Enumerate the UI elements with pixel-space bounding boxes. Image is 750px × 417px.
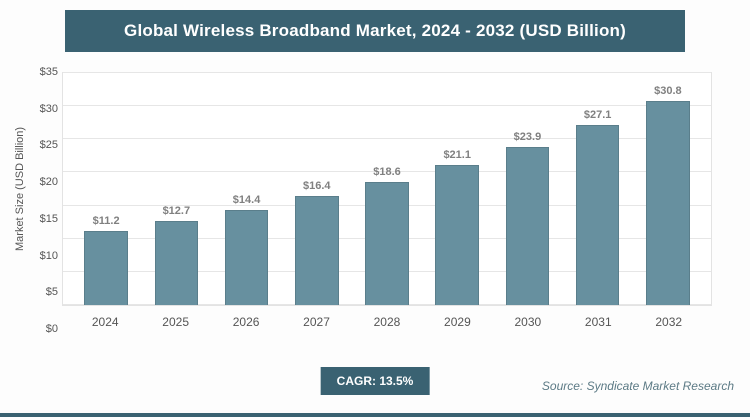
source-attribution: Source: Syndicate Market Research bbox=[541, 379, 734, 393]
bar-column: $11.2 bbox=[71, 73, 141, 305]
x-tick-label: 2028 bbox=[373, 315, 401, 329]
x-tick-label: 2027 bbox=[303, 315, 330, 329]
bar-value-label: $23.9 bbox=[513, 130, 542, 143]
x-tick-label: 2025 bbox=[162, 315, 189, 329]
x-tick-label: 2032 bbox=[655, 315, 683, 329]
gridline bbox=[63, 105, 711, 107]
y-tick-label: $35 bbox=[39, 66, 58, 78]
y-tick-label: $30 bbox=[39, 102, 58, 115]
y-tick-label: $0 bbox=[45, 323, 58, 335]
bar-value-label: $12.7 bbox=[162, 204, 191, 217]
plot-column: $11.2 $12.7 $14.4 $16.4 $18.6 $21.1 $23.9 $27.1… bbox=[28, 66, 712, 335]
x-tick-label: 2024 bbox=[91, 315, 119, 329]
bar-column: $23.9 bbox=[492, 73, 562, 305]
bar-value-label: $21.1 bbox=[443, 149, 471, 162]
x-tick-label: 2026 bbox=[232, 315, 260, 329]
bar-column: $12.7 bbox=[141, 73, 211, 305]
bar-column: $30.8 bbox=[633, 73, 703, 305]
gridline bbox=[63, 72, 711, 73]
bar-column: $14.4 bbox=[211, 73, 281, 305]
bar-2031 bbox=[575, 125, 620, 305]
cagr-badge: CAGR: 13.5% bbox=[320, 367, 430, 395]
gridline bbox=[63, 138, 711, 140]
y-tick-label: $10 bbox=[39, 249, 58, 262]
bar-column: $16.4 bbox=[282, 73, 352, 305]
bar-column: $21.1 bbox=[422, 73, 492, 305]
y-tick-label: $15 bbox=[39, 212, 58, 225]
bar-column: $27.1 bbox=[563, 73, 633, 305]
y-tick-label: $25 bbox=[39, 139, 58, 152]
bar-value-label: $14.4 bbox=[232, 193, 261, 206]
bar-column: $18.6 bbox=[352, 73, 422, 305]
bar-value-label: $18.6 bbox=[373, 165, 401, 178]
bar-value-label: $11.2 bbox=[92, 214, 120, 227]
plot-area: $11.2 $12.7 $14.4 $16.4 $18.6 $21.1 $23.9 $27.1… bbox=[62, 72, 712, 306]
bar-2026 bbox=[224, 209, 269, 305]
bar-2025 bbox=[154, 220, 199, 305]
bar-2024 bbox=[84, 230, 128, 305]
y-axis-label: Market Size (USD Billion) bbox=[14, 126, 26, 252]
x-axis-labels: 2024 2025 2026 2027 2028 2029 2030 2031 2032 bbox=[62, 306, 712, 329]
gridline bbox=[63, 171, 711, 173]
x-tick-label: 2031 bbox=[584, 315, 612, 329]
bar-2030 bbox=[505, 146, 550, 305]
y-tick-label: $20 bbox=[39, 176, 58, 189]
chart-title: Global Wireless Broadband Market, 2024 -… bbox=[65, 10, 685, 52]
bar-2027 bbox=[295, 196, 339, 305]
bar-value-label: $30.8 bbox=[654, 84, 682, 97]
bar-2028 bbox=[365, 181, 409, 305]
bottom-accent-strip bbox=[0, 413, 750, 417]
bar-2032 bbox=[646, 100, 690, 305]
bar-2029 bbox=[435, 165, 479, 305]
x-tick-label: 2029 bbox=[444, 315, 471, 329]
bar-value-label: $16.4 bbox=[303, 180, 331, 193]
chart-footer: CAGR: 13.5% Source: Syndicate Market Res… bbox=[0, 367, 750, 395]
x-tick-label: 2030 bbox=[514, 315, 542, 329]
bar-value-label: $27.1 bbox=[583, 109, 612, 122]
y-tick-label: $5 bbox=[45, 286, 58, 299]
chart-container: Market Size (USD Billion) $11.2 $12.7 $14.… bbox=[14, 66, 712, 335]
